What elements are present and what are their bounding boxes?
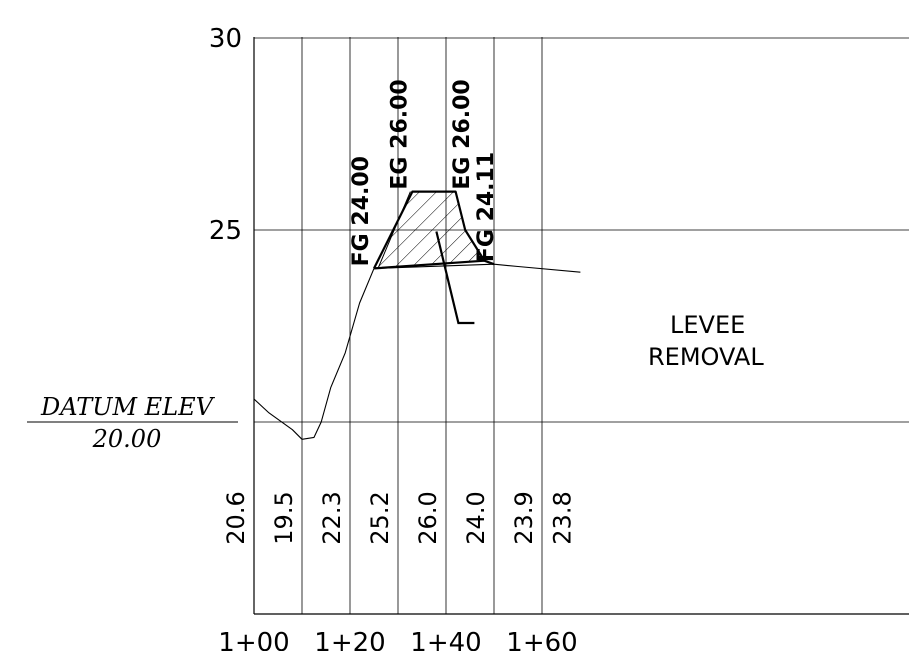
elevation-value: 22.3 bbox=[318, 491, 346, 544]
callout-text: REMOVAL bbox=[648, 343, 764, 371]
y-tick-labels: 25 30 bbox=[209, 24, 242, 246]
datum-value: 20.00 bbox=[92, 425, 162, 453]
profile-lines bbox=[253, 190, 581, 440]
x-tick-labels: 1+00 1+20 1+40 1+60 bbox=[218, 628, 577, 651]
grade-annotation: FG 24.00 bbox=[349, 156, 374, 266]
levee-removal-hatch bbox=[374, 191, 485, 269]
elevation-value: 24.0 bbox=[462, 491, 490, 544]
elevation-value: 23.9 bbox=[510, 491, 538, 544]
levee-slope-line bbox=[377, 191, 411, 269]
y-tick-label: 25 bbox=[209, 216, 242, 246]
existing-ground-line bbox=[253, 263, 581, 440]
y-tick-label: 30 bbox=[209, 24, 242, 54]
grid-lines bbox=[253, 37, 909, 615]
x-tick-label: 1+00 bbox=[218, 628, 289, 651]
callout-leader bbox=[435, 231, 475, 325]
elevation-value: 19.5 bbox=[270, 491, 298, 544]
elevation-value: 25.2 bbox=[366, 491, 394, 544]
x-tick-label: 1+60 bbox=[506, 628, 577, 651]
levee-removal-callout: LEVEE REMOVAL bbox=[435, 231, 764, 371]
x-tick-label: 1+40 bbox=[410, 628, 481, 651]
grade-annotation: EG 26.00 bbox=[450, 79, 475, 189]
datum-label: DATUM ELEV bbox=[40, 393, 216, 421]
elevation-value: 26.0 bbox=[414, 491, 442, 544]
elevation-row: 20.6 19.5 22.3 25.2 26.0 24.0 23.9 23.8 bbox=[222, 491, 576, 544]
finished-grade-line bbox=[373, 259, 495, 270]
callout-text: LEVEE bbox=[670, 311, 745, 339]
elevation-value: 20.6 bbox=[222, 491, 250, 544]
elevation-value: 23.8 bbox=[548, 491, 576, 544]
x-tick-label: 1+20 bbox=[314, 628, 385, 651]
grade-annotation: FG 24.11 bbox=[474, 152, 499, 262]
grade-annotation: EG 26.00 bbox=[387, 79, 412, 189]
datum-elevation-label: DATUM ELEV 20.00 bbox=[27, 393, 238, 453]
